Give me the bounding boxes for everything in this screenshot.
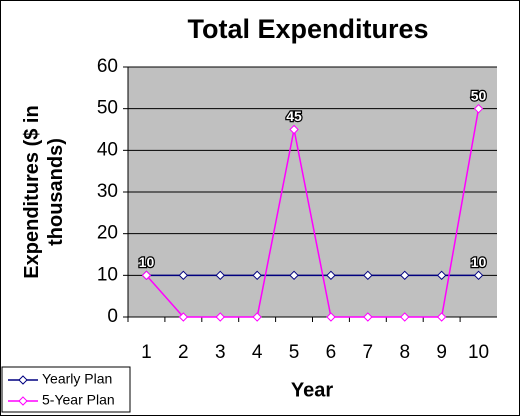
data-point <box>178 270 189 281</box>
data-point <box>326 312 336 322</box>
data-point <box>178 312 189 322</box>
series-line <box>145 108 480 318</box>
legend-label: 5-Year Plan <box>42 392 115 408</box>
data-point <box>400 270 410 281</box>
legend-marker <box>18 375 28 385</box>
data-point <box>141 270 152 281</box>
legend-label: Yearly Plan <box>42 371 112 387</box>
data-point <box>363 270 373 281</box>
x-tick-label: 6 <box>326 342 337 363</box>
x-tick-label: 8 <box>399 342 410 363</box>
y-tick-label: 60 <box>97 56 118 77</box>
data-label: 10 <box>139 254 155 270</box>
data-label: 10 <box>471 254 487 270</box>
x-tick-label: 7 <box>363 342 374 363</box>
y-tick-label: 30 <box>97 181 118 202</box>
x-tick-label: 4 <box>252 342 263 363</box>
data-point <box>436 270 447 281</box>
data-point <box>436 312 447 322</box>
data-point <box>473 270 484 281</box>
y-tick-label: 20 <box>97 223 118 244</box>
data-point <box>252 270 262 281</box>
x-tick-label: 3 <box>215 342 226 363</box>
data-label: 45 <box>286 108 302 124</box>
legend-marker <box>18 396 28 406</box>
y-tick-label: 10 <box>97 264 118 285</box>
data-point <box>326 270 336 281</box>
chart-title: Total Expenditures <box>187 14 428 44</box>
x-tick-label: 10 <box>468 342 489 363</box>
y-tick-label: 50 <box>97 98 118 119</box>
data-point <box>215 312 225 322</box>
x-tick-label: 1 <box>141 342 152 363</box>
data-point <box>289 270 299 281</box>
x-tick-label: 5 <box>289 342 300 363</box>
data-point <box>363 312 373 322</box>
y-tick-label: 40 <box>97 139 118 160</box>
y-tick-label: 0 <box>107 306 118 327</box>
data-label: 50 <box>471 87 487 103</box>
legend: Yearly Plan 5-Year Plan <box>1 366 131 413</box>
data-point <box>289 124 299 135</box>
x-tick-label: 2 <box>178 342 189 363</box>
data-point <box>252 312 262 322</box>
y-axis-label: Expenditures ($ in thousands) <box>21 105 67 279</box>
x-tick-label: 9 <box>436 342 447 363</box>
x-axis-label: Year <box>291 379 333 401</box>
data-point <box>215 270 225 281</box>
data-point <box>473 103 484 114</box>
data-point <box>400 312 410 322</box>
